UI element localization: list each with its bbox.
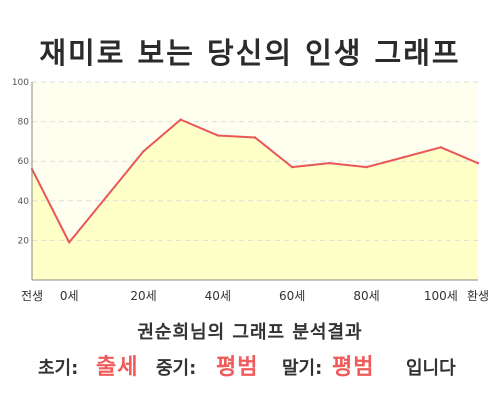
data-point: [328, 161, 331, 165]
x-tick-label: 전생: [21, 289, 43, 303]
y-tick-label: 100: [12, 78, 29, 88]
result-ending: 입니다: [406, 358, 456, 379]
page-title: 재미로 보는 당신의 인생 그래프: [39, 36, 461, 70]
middle-label: 중기:: [156, 358, 197, 379]
x-tick-label: 60세: [279, 289, 305, 303]
analysis-result: 초기: 출세 중기: 평범 말기: 평범 입니다: [0, 346, 500, 380]
data-point: [402, 156, 405, 159]
data-point: [216, 134, 220, 137]
early-value: 출세: [96, 355, 139, 380]
x-tick-label: 20세: [130, 289, 156, 303]
data-point: [476, 161, 480, 165]
data-point: [439, 146, 443, 149]
data-point: [365, 165, 368, 169]
early-label: 초기:: [38, 358, 79, 379]
x-tick-label: 80세: [353, 289, 379, 303]
data-point: [67, 241, 71, 244]
x-tick-label: 40세: [205, 289, 231, 303]
y-tick-label: 40: [18, 197, 30, 207]
x-tick-label: 환생: [467, 289, 489, 303]
data-point: [179, 118, 182, 121]
late-value: 평범: [332, 355, 375, 380]
late-label: 말기:: [282, 358, 323, 379]
x-tick-label: 0세: [60, 289, 79, 303]
data-point: [290, 165, 294, 169]
data-point: [253, 136, 257, 139]
x-tick-label: 100세: [424, 289, 458, 303]
y-tick-label: 20: [18, 236, 30, 246]
y-tick-label: 60: [18, 157, 30, 167]
data-point: [105, 195, 108, 199]
data-point: [142, 150, 145, 153]
middle-value: 평범: [216, 355, 259, 380]
analysis-summary: 권순희님의 그래프 분석결과: [137, 322, 363, 343]
y-tick-label: 80: [18, 118, 30, 128]
